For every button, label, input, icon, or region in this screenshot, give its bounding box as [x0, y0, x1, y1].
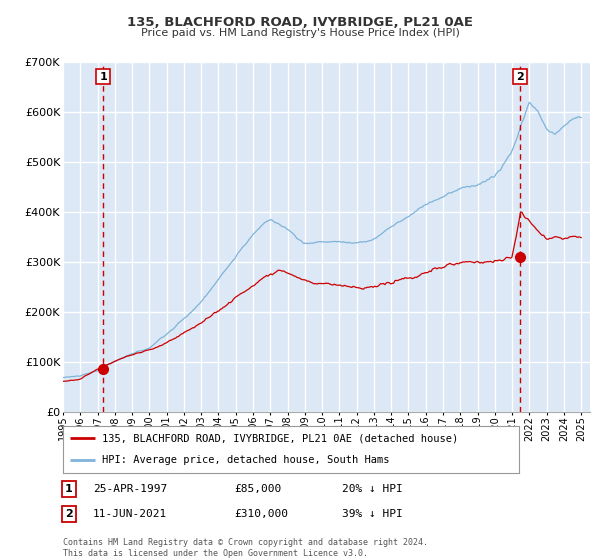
- Text: 135, BLACHFORD ROAD, IVYBRIDGE, PL21 0AE: 135, BLACHFORD ROAD, IVYBRIDGE, PL21 0AE: [127, 16, 473, 29]
- Text: 25-APR-1997: 25-APR-1997: [93, 484, 167, 494]
- Text: Price paid vs. HM Land Registry's House Price Index (HPI): Price paid vs. HM Land Registry's House …: [140, 28, 460, 38]
- Text: £310,000: £310,000: [234, 509, 288, 519]
- Text: 135, BLACHFORD ROAD, IVYBRIDGE, PL21 0AE (detached house): 135, BLACHFORD ROAD, IVYBRIDGE, PL21 0AE…: [102, 433, 458, 444]
- Text: 11-JUN-2021: 11-JUN-2021: [93, 509, 167, 519]
- Text: 1: 1: [65, 484, 73, 494]
- Text: HPI: Average price, detached house, South Hams: HPI: Average price, detached house, Sout…: [102, 455, 389, 465]
- Text: 20% ↓ HPI: 20% ↓ HPI: [342, 484, 403, 494]
- Text: 39% ↓ HPI: 39% ↓ HPI: [342, 509, 403, 519]
- Text: £85,000: £85,000: [234, 484, 281, 494]
- Text: 1: 1: [99, 72, 107, 82]
- Text: Contains HM Land Registry data © Crown copyright and database right 2024.
This d: Contains HM Land Registry data © Crown c…: [63, 538, 428, 558]
- Text: 2: 2: [516, 72, 524, 82]
- Text: 2: 2: [65, 509, 73, 519]
